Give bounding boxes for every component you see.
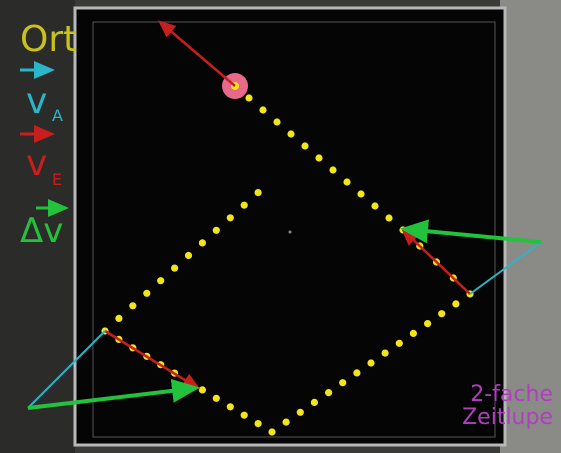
position-dot [226,214,234,222]
position-dot [184,251,193,260]
table-inner-edge [92,21,496,438]
position-dot [143,289,151,297]
position-dot [329,166,337,174]
position-dot [157,277,165,285]
position-dot [339,379,347,387]
position-dot [273,118,281,126]
velocity-final-arrow-left [104,329,201,390]
position-dot [395,339,403,347]
position-dot [198,239,206,247]
velocity-initial-arrow-left [27,330,106,409]
velocity-initial-arrow-start [158,20,236,87]
legend-va-subscript: A [52,106,63,125]
caption-line-2: Zeitlupe [462,405,553,431]
position-dot [259,106,267,114]
position-dot [226,403,234,411]
right-wall [500,0,561,453]
delta-v-arrow-right [400,219,542,244]
position-dot [282,418,290,426]
legend-dv-label: Δv [20,211,64,251]
velocity-initial-arrow-right [469,241,542,295]
position-dot [129,302,137,310]
position-dot [424,320,432,328]
position-dot [409,329,417,337]
position-dot [268,428,276,436]
position-dot [245,94,253,102]
legend-ort-label: Ort [20,19,78,60]
position-dot [310,398,318,406]
position-dot [254,420,262,428]
position-dot [357,190,365,198]
position-dot [325,389,333,397]
position-dot [385,214,393,222]
position-dot [240,411,248,419]
position-dot [353,369,361,377]
slow-motion-caption: 2-fache Zeitlupe [462,383,553,429]
position-dot [212,226,220,234]
position-dot [171,264,179,272]
position-dot [240,201,248,209]
position-dot [381,349,389,357]
delta-v-arrow-left [27,378,200,410]
position-dot [452,300,460,308]
position-dot [212,394,220,402]
air-table [73,6,507,447]
legend-ve-subscript: E [52,170,63,189]
position-dot [343,178,351,186]
position-dot [371,202,379,210]
position-dot [367,359,375,367]
legend-ve-label: v [26,143,48,184]
position-dot [296,408,304,416]
position-dot [315,154,323,162]
position-dot [254,189,262,197]
position-dot [287,130,295,138]
position-dot [115,314,123,322]
position-dot [198,386,206,394]
position-dot [301,142,309,150]
table-center-mark [288,230,292,234]
caption-line-1: 2-fache [470,382,553,407]
position-dot [438,310,446,318]
legend-va-label: v [26,81,48,122]
